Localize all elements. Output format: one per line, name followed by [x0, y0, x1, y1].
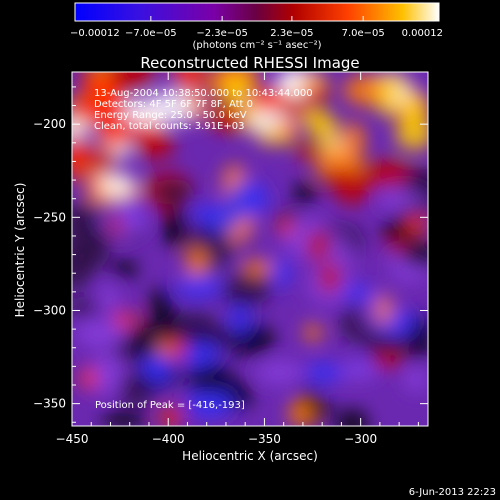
- x-tick-label: −350: [248, 432, 281, 446]
- x-axis-ticks: −450 −400 −350 −300: [56, 72, 419, 446]
- y-axis-ticks: −200 −250 −300 −350: [33, 86, 428, 423]
- x-tick-label: −400: [152, 432, 185, 446]
- colorbar-unit: (photons cm⁻² s⁻¹ asec⁻²): [192, 40, 321, 51]
- annotation-line: Clean, total counts: 3.91E+03: [94, 121, 244, 132]
- colorbar-tick-label: 7.0e−05: [342, 28, 385, 39]
- annotation-line: 13-Aug-2004 10:38:50.000 to 10:43:44.000: [94, 88, 313, 99]
- colorbar-tick-label: −2.3e−05: [196, 28, 248, 39]
- colorbar-tick-label: −7.0e−05: [125, 28, 177, 39]
- y-tick-label: −350: [33, 397, 66, 411]
- colorbar-tick-label: 0.00012: [402, 28, 443, 39]
- annotation-line: Detectors: 4F 5F 6F 7F 8F, Att 0: [94, 99, 253, 110]
- y-tick-label: −200: [33, 117, 66, 131]
- footer-timestamp: 6-Jun-2013 22:23: [409, 487, 496, 498]
- peak-marker: [123, 99, 152, 124]
- chart-title: Reconstructed RHESSI Image: [140, 54, 359, 72]
- colorbar-tick-label: −0.00012: [70, 28, 120, 39]
- heatmap-image: [72, 72, 428, 426]
- peak-position-label: Position of Peak = [-416,-193]: [95, 400, 245, 411]
- colorbar-ticks: −0.00012 −7.0e−05 −2.3e−05 2.3e−05 7.0e−05 0.…: [70, 16, 443, 39]
- plot-frame: [71, 71, 429, 427]
- x-tick-label: −450: [56, 432, 89, 446]
- x-axis-label: Heliocentric X (arcsec): [182, 449, 318, 463]
- annotation-block: 13-Aug-2004 10:38:50.000 to 10:43:44.000…: [94, 88, 313, 132]
- y-tick-label: −250: [33, 210, 66, 224]
- x-tick-label: −300: [344, 432, 377, 446]
- y-axis-label: Heliocentric Y (arcsec): [13, 183, 27, 318]
- colorbar-tick-label: 2.3e−05: [270, 28, 313, 39]
- annotation-line: Energy Range: 25.0 - 50.0 keV: [94, 110, 247, 121]
- y-tick-label: −300: [33, 303, 66, 317]
- colorbar: [74, 2, 440, 22]
